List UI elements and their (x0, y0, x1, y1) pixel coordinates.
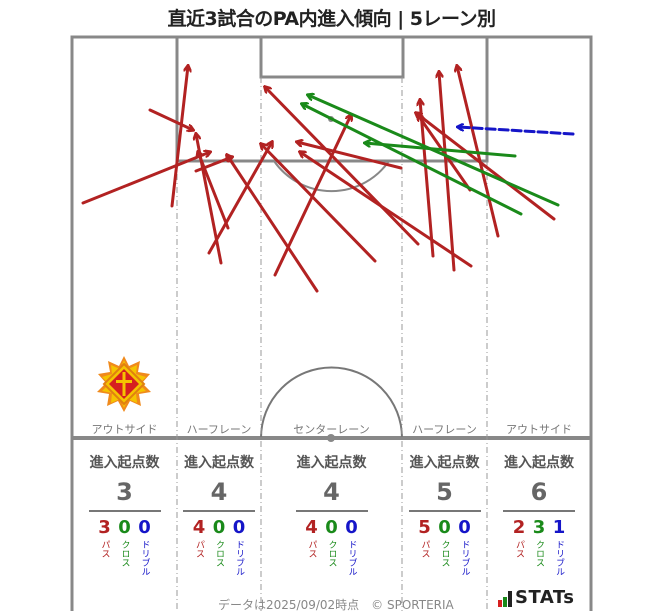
dribble-count: 1 (552, 517, 566, 538)
cross-count: 0 (212, 517, 226, 538)
cross-count: 0 (118, 517, 131, 538)
dribble-arrows (458, 127, 575, 136)
dribble-label: ドリブル (346, 540, 357, 576)
lane-stats-halfspace-left: 進入起点数 4 4 パス 0 クロス 0 ドリブル (177, 452, 261, 576)
pass-label: パス (419, 540, 430, 558)
cross-count: 0 (325, 517, 338, 538)
stat-header: 進入起点数 (184, 455, 254, 471)
divider (88, 510, 161, 512)
stat-total: 6 (530, 478, 548, 506)
dribble-label: ドリブル (139, 540, 150, 576)
stat-header: 進入起点数 (89, 455, 160, 471)
cross-count: 3 (532, 517, 546, 538)
penalty-arc (273, 160, 390, 193)
dribble-label: ドリブル (459, 540, 470, 576)
dribble-count: 0 (232, 517, 246, 538)
dribble-label: ドリブル (554, 540, 564, 576)
pass-count: 5 (418, 517, 431, 538)
center-spot (327, 434, 335, 442)
divider (503, 510, 575, 512)
pass-label: パス (99, 540, 110, 558)
pass-count: 4 (192, 517, 206, 538)
data-note: データは2025/09/02時点 © SPORTERIA (218, 598, 454, 612)
lane-dividers (176, 77, 488, 611)
lane-label-halfspace-left: ハーフレーン (186, 423, 252, 436)
stat-total: 4 (210, 478, 228, 506)
stat-total: 5 (436, 478, 453, 506)
pass-label: パス (194, 540, 204, 558)
stat-header: 進入起点数 (409, 455, 480, 471)
cross-count: 0 (438, 517, 451, 538)
stat-header: 進入起点数 (504, 455, 574, 471)
divider (183, 510, 255, 512)
divider (408, 510, 481, 512)
stats-logo: STATs (498, 589, 574, 607)
dribble-count: 0 (345, 517, 358, 538)
pass-count: 2 (512, 517, 526, 538)
cross-arrows (302, 95, 560, 216)
lane-label-outside-right: アウトサイド (506, 423, 572, 436)
stat-total: 4 (323, 478, 340, 506)
pass-label: パス (514, 540, 524, 558)
lane-label-halfspace-right: ハーフレーン (412, 423, 477, 436)
lane-stats-center: 進入起点数 4 4 パス 0 クロス 0 ドリブル (261, 452, 402, 576)
cross-label: クロス (119, 540, 130, 567)
cross-label: クロス (534, 540, 544, 567)
pass-arrows (81, 66, 556, 293)
lane-label-outside-left: アウトサイド (91, 423, 158, 436)
dribble-label: ドリブル (234, 540, 244, 576)
pass-label: パス (306, 540, 317, 558)
lane-label-center: センターレーン (293, 423, 370, 436)
pass-count: 3 (98, 517, 111, 538)
page-title: 直近3試合のPA内進入傾向 | 5レーン別 (167, 8, 496, 30)
brand-name: STATs (515, 587, 575, 608)
bar-chart-icon (498, 591, 512, 607)
dribble-count: 0 (458, 517, 471, 538)
cross-label: クロス (214, 540, 224, 567)
lane-stats-halfspace-right: 進入起点数 5 5 パス 0 クロス 0 ドリブル (402, 452, 487, 576)
stat-total: 3 (116, 478, 133, 506)
center-circle (260, 366, 403, 439)
lane-stats-outside-left: 進入起点数 3 3 パス 0 クロス 0 ドリブル (72, 452, 177, 576)
team-crest-icon (97, 356, 151, 412)
lane-stats-outside-right: 進入起点数 6 2 パス 3 クロス 1 ドリブル (487, 452, 591, 576)
cross-label: クロス (439, 540, 450, 567)
divider (295, 510, 368, 512)
dribble-count: 0 (138, 517, 151, 538)
pass-count: 4 (305, 517, 318, 538)
cross-label: クロス (326, 540, 337, 567)
stat-header: 進入起点数 (296, 455, 367, 471)
